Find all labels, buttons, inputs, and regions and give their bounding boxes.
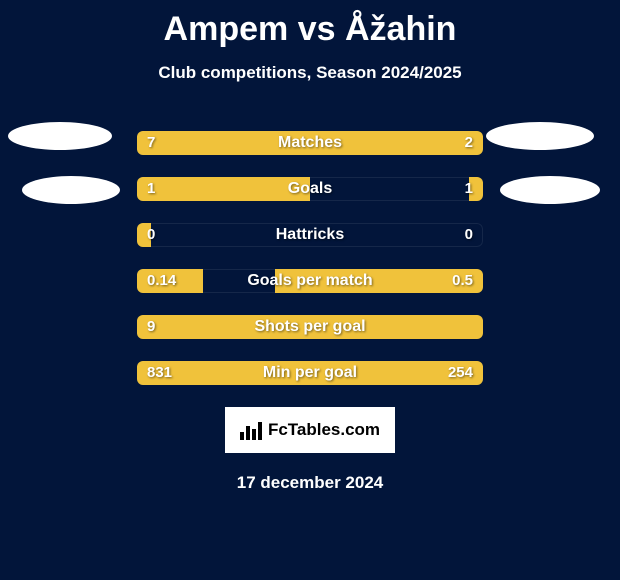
avatar-ellipse: [486, 122, 594, 150]
stat-row: 72Matches: [137, 131, 483, 155]
player1-name: Ampem: [164, 10, 289, 48]
stat-label: Shots per goal: [137, 315, 483, 339]
stat-row: 00Hattricks: [137, 223, 483, 247]
stat-row: 9Shots per goal: [137, 315, 483, 339]
stat-label: Min per goal: [137, 361, 483, 385]
chart-icon: [240, 420, 262, 440]
player2-name: Åžahin: [345, 10, 456, 48]
stat-row: 831254Min per goal: [137, 361, 483, 385]
watermark-logo: FcTables.com: [225, 407, 395, 453]
stat-label: Goals: [137, 177, 483, 201]
subtitle: Club competitions, Season 2024/2025: [0, 63, 620, 83]
date-label: 17 december 2024: [0, 473, 620, 493]
stat-label: Hattricks: [137, 223, 483, 247]
avatar-ellipse: [500, 176, 600, 204]
stat-row: 0.140.5Goals per match: [137, 269, 483, 293]
avatar-ellipse: [22, 176, 120, 204]
comparison-title: Ampem vs Åžahin: [0, 0, 620, 49]
avatar-ellipse: [8, 122, 112, 150]
stats-list: 72Matches 11Goals 00Hattricks 0.140.5Goals …: [137, 131, 483, 385]
stat-label: Matches: [137, 131, 483, 155]
watermark-text: FcTables.com: [268, 420, 380, 440]
stat-label: Goals per match: [137, 269, 483, 293]
vs-label: vs: [298, 10, 336, 48]
stat-row: 11Goals: [137, 177, 483, 201]
